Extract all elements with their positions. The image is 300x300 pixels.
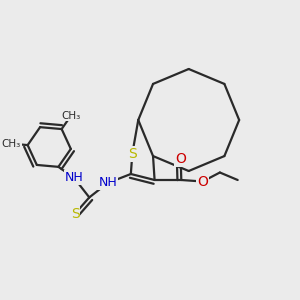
Text: NH: NH	[64, 171, 83, 184]
Text: O: O	[197, 175, 208, 188]
Text: S: S	[128, 147, 137, 160]
Text: CH₃: CH₃	[2, 139, 21, 149]
Text: O: O	[175, 152, 186, 166]
Text: NH: NH	[98, 176, 117, 190]
Text: CH₃: CH₃	[61, 110, 81, 121]
Text: S: S	[71, 207, 80, 220]
